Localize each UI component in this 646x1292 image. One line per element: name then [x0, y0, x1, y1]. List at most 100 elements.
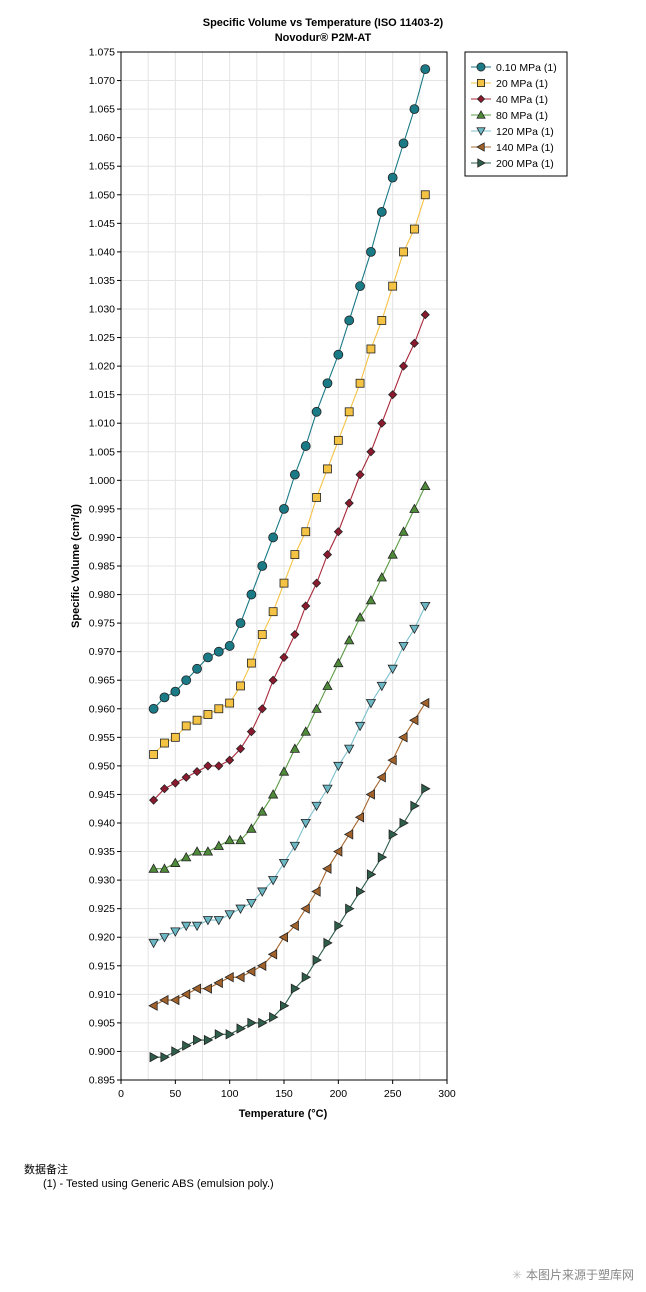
data-point: [170, 857, 181, 867]
y-tick-label: 0.995: [89, 503, 115, 515]
y-tick-label: 0.960: [89, 703, 115, 715]
data-point: [355, 281, 365, 292]
data-point: [257, 806, 268, 816]
data-point: [377, 316, 387, 325]
legend-label: 120 MPa (1): [496, 126, 554, 138]
data-point: [202, 846, 214, 856]
data-point: [247, 1017, 257, 1029]
data-point: [376, 572, 387, 582]
data-point: [301, 972, 312, 983]
data-point: [278, 858, 290, 869]
data-point: [398, 641, 409, 652]
legend-label: 140 MPa (1): [496, 142, 554, 154]
data-point: [419, 697, 430, 709]
data-point: [387, 664, 398, 675]
y-tick-label: 0.955: [89, 732, 115, 744]
data-point: [191, 983, 202, 994]
legend-marker: [476, 142, 485, 152]
data-point: [365, 594, 377, 605]
data-point: [344, 315, 355, 326]
y-tick-label: 1.075: [89, 47, 115, 59]
y-tick-label: 1.050: [89, 189, 115, 201]
data-point: [170, 927, 181, 937]
y-tick-label: 0.965: [89, 675, 115, 687]
data-point: [268, 607, 278, 617]
series-5: [148, 697, 430, 1011]
data-point: [398, 361, 409, 371]
asterisk-icon: ✳: [511, 1268, 522, 1282]
data-point: [268, 675, 278, 685]
x-tick-label: 50: [169, 1088, 181, 1100]
data-point: [420, 601, 431, 612]
data-point: [181, 772, 191, 782]
data-point: [409, 224, 419, 234]
data-point: [366, 344, 376, 354]
data-point: [203, 1034, 214, 1046]
series-layer: [148, 64, 431, 1063]
data-point: [258, 1017, 268, 1029]
y-tick-label: 0.925: [89, 903, 115, 915]
data-point: [192, 767, 202, 777]
data-point: [312, 493, 322, 502]
y-tick-label: 0.990: [89, 532, 115, 544]
data-point: [365, 789, 375, 800]
legend-item: 20 MPa (1): [471, 78, 548, 90]
data-point: [333, 657, 344, 668]
data-point: [377, 852, 388, 863]
y-tick-label: 1.000: [89, 475, 115, 487]
data-point: [182, 1040, 192, 1051]
data-point: [356, 886, 366, 897]
x-tick-label: 100: [221, 1088, 239, 1100]
data-point: [181, 721, 191, 731]
data-point: [290, 983, 301, 994]
data-point: [148, 1000, 158, 1011]
data-point: [203, 652, 213, 663]
data-point: [191, 921, 203, 932]
data-point: [343, 829, 354, 840]
data-point: [301, 601, 311, 611]
data-point: [399, 247, 408, 257]
data-point: [203, 710, 213, 719]
data-point: [323, 937, 333, 949]
data-point: [409, 104, 420, 115]
series-line: [153, 68, 426, 710]
legend-label: 80 MPa (1): [496, 110, 548, 122]
data-point: [420, 480, 431, 491]
x-tick-label: 250: [384, 1088, 402, 1100]
data-point: [398, 138, 409, 149]
data-point: [257, 630, 267, 639]
data-point: [193, 1034, 203, 1046]
notes-line: (1) - Tested using Generic ABS (emulsion…: [43, 1178, 274, 1190]
legend-item: 200 MPa (1): [471, 158, 554, 170]
data-point: [289, 920, 299, 931]
data-point: [290, 550, 300, 559]
legend-marker: [476, 79, 485, 88]
data-point: [355, 470, 365, 480]
data-point: [159, 692, 170, 703]
data-point: [149, 1051, 159, 1063]
y-tick-label: 0.985: [89, 561, 115, 573]
y-tick-label: 0.980: [89, 589, 115, 601]
y-axis-label: Specific Volume (cm³/g): [70, 504, 82, 628]
data-point: [267, 789, 279, 799]
data-point: [289, 469, 300, 480]
data-point: [257, 704, 267, 714]
y-tick-label: 0.900: [89, 1046, 115, 1058]
legend-label: 20 MPa (1): [496, 78, 548, 90]
data-point: [235, 834, 246, 845]
y-tick-label: 0.975: [89, 618, 115, 630]
data-point: [191, 846, 203, 856]
data-point: [180, 989, 191, 1000]
data-point: [300, 441, 311, 451]
data-point: [278, 932, 289, 943]
y-tick-label: 1.055: [89, 161, 115, 173]
legend-item: 80 MPa (1): [471, 110, 548, 122]
y-tick-label: 0.915: [89, 960, 115, 972]
data-point: [257, 561, 268, 571]
data-point: [213, 840, 224, 850]
data-point: [376, 207, 387, 217]
data-point: [170, 994, 180, 1006]
data-point: [235, 618, 246, 629]
y-tick-label: 0.910: [89, 989, 115, 1001]
data-point: [312, 954, 322, 966]
